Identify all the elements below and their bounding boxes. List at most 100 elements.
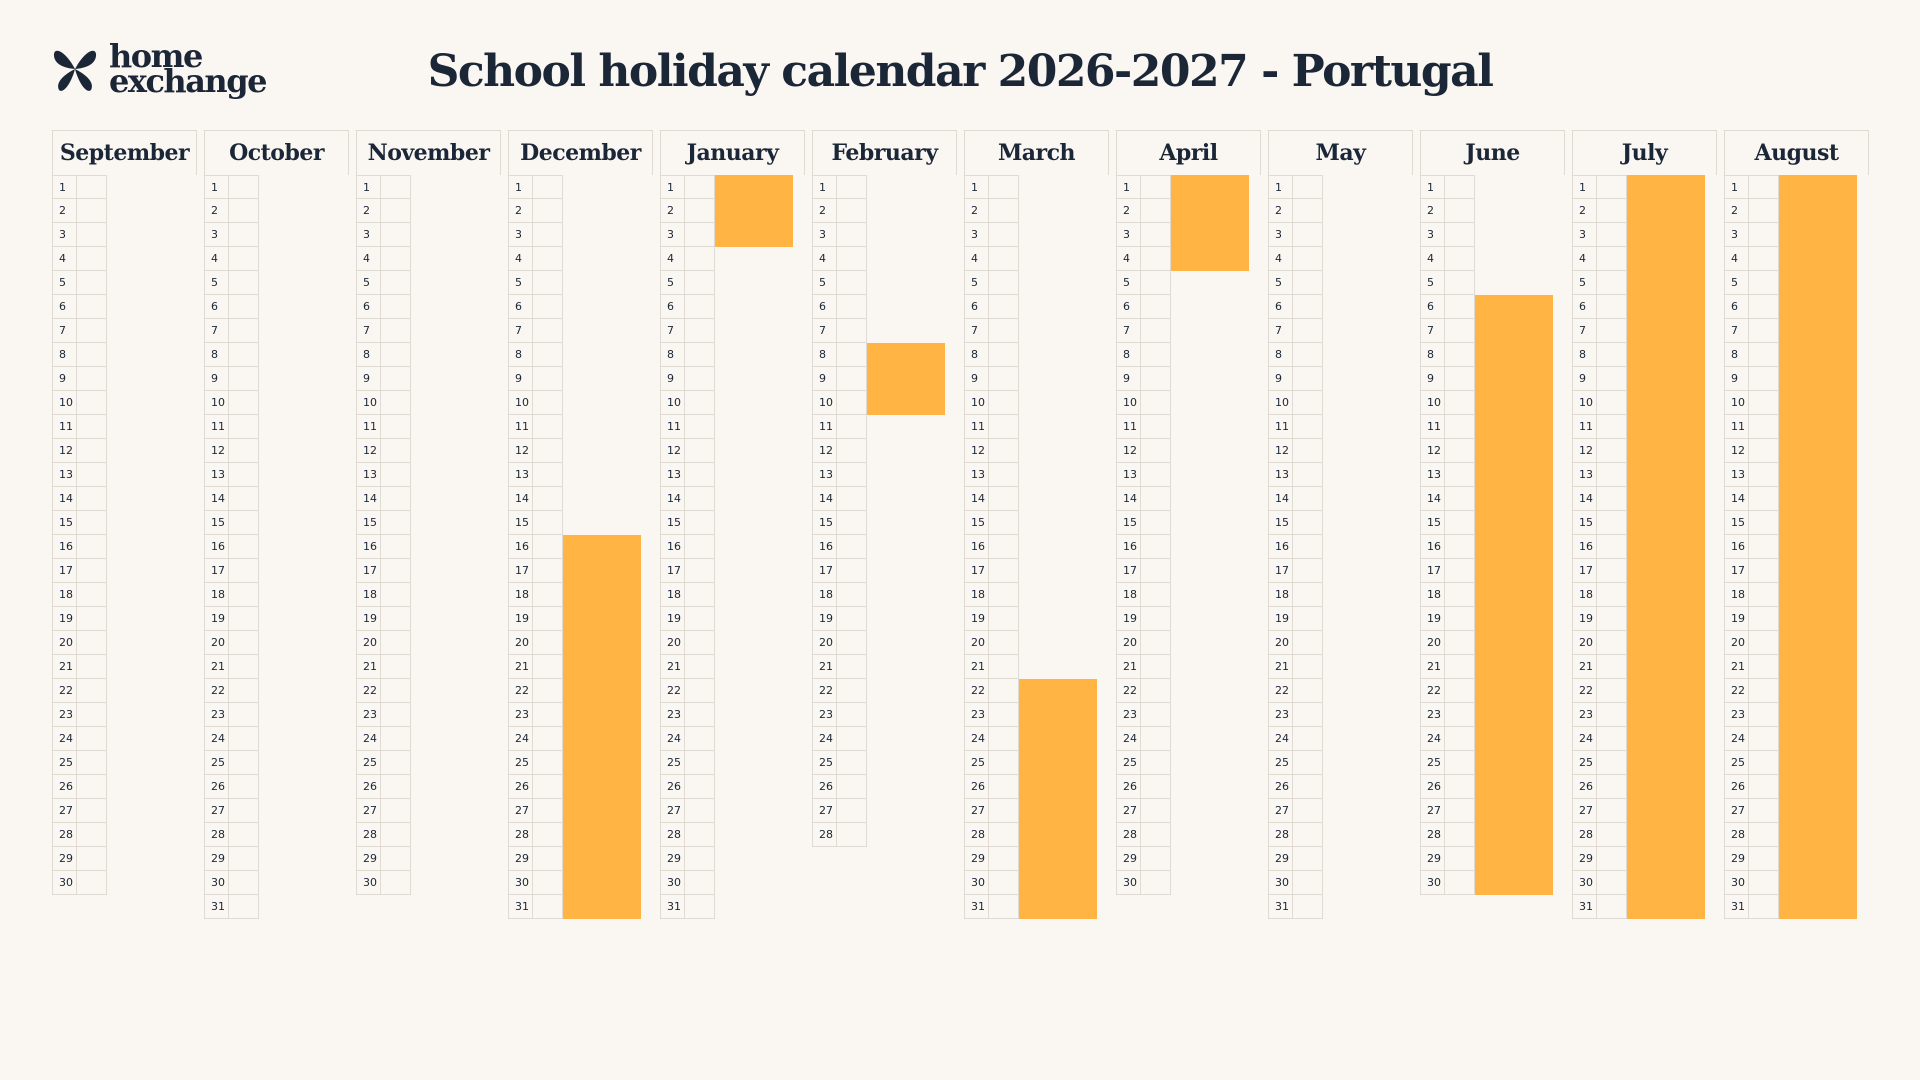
- day-number: 2: [1421, 199, 1445, 222]
- day-number: 8: [53, 343, 77, 366]
- day-number: 3: [509, 223, 533, 246]
- day-number: 15: [53, 511, 77, 534]
- day-row: 7: [1724, 319, 1779, 343]
- day-row: 3: [1116, 223, 1171, 247]
- day-row: 17: [52, 559, 107, 583]
- day-number: 2: [53, 199, 77, 222]
- holiday-period: [563, 535, 641, 919]
- month-header: November: [356, 130, 501, 175]
- day-row: 24: [1268, 727, 1323, 751]
- day-row: 9: [660, 367, 715, 391]
- day-row: 21: [1268, 655, 1323, 679]
- day-row: 22: [1572, 679, 1627, 703]
- day-row: 7: [812, 319, 867, 343]
- day-number: 14: [1725, 487, 1749, 510]
- day-row: 3: [356, 223, 411, 247]
- day-row: 3: [52, 223, 107, 247]
- day-row: 30: [1572, 871, 1627, 895]
- day-number: 20: [205, 631, 229, 654]
- day-row: 27: [356, 799, 411, 823]
- day-number: 13: [813, 463, 837, 486]
- day-row: 30: [1420, 871, 1475, 895]
- day-row: 25: [1268, 751, 1323, 775]
- day-number: 4: [965, 247, 989, 270]
- day-number: 4: [813, 247, 837, 270]
- day-row: 1: [52, 175, 107, 199]
- day-number: 3: [357, 223, 381, 246]
- day-row: 31: [660, 895, 715, 919]
- day-row: 28: [1420, 823, 1475, 847]
- day-row: 21: [964, 655, 1019, 679]
- day-number: 18: [1573, 583, 1597, 606]
- day-number: 27: [1725, 799, 1749, 822]
- day-number: 3: [53, 223, 77, 246]
- day-row: 28: [508, 823, 563, 847]
- day-number: 17: [661, 559, 685, 582]
- day-row: 5: [204, 271, 259, 295]
- day-number: 11: [205, 415, 229, 438]
- day-number: 25: [1573, 751, 1597, 774]
- day-row: 18: [1420, 583, 1475, 607]
- day-number: 3: [813, 223, 837, 246]
- day-row: 18: [204, 583, 259, 607]
- day-number: 17: [1421, 559, 1445, 582]
- day-number: 30: [509, 871, 533, 894]
- day-row: 22: [1420, 679, 1475, 703]
- day-number: 27: [357, 799, 381, 822]
- day-row: 4: [660, 247, 715, 271]
- day-number: 25: [661, 751, 685, 774]
- day-row: 28: [1724, 823, 1779, 847]
- day-number: 22: [205, 679, 229, 702]
- day-number: 19: [205, 607, 229, 630]
- day-number: 27: [53, 799, 77, 822]
- day-row: 16: [1116, 535, 1171, 559]
- day-row: 9: [812, 367, 867, 391]
- day-row: 29: [508, 847, 563, 871]
- day-number: 3: [965, 223, 989, 246]
- day-number: 15: [813, 511, 837, 534]
- day-number: 28: [1725, 823, 1749, 846]
- day-row: 12: [1724, 439, 1779, 463]
- day-number: 7: [357, 319, 381, 342]
- day-row: 25: [1420, 751, 1475, 775]
- day-row: 30: [508, 871, 563, 895]
- day-number: 16: [1573, 535, 1597, 558]
- day-row: 3: [964, 223, 1019, 247]
- day-row: 21: [1572, 655, 1627, 679]
- day-number: 29: [357, 847, 381, 870]
- day-number: 4: [1269, 247, 1293, 270]
- day-row: 16: [1268, 535, 1323, 559]
- day-row: 19: [1116, 607, 1171, 631]
- day-row: 21: [660, 655, 715, 679]
- day-number: 4: [1117, 247, 1141, 270]
- day-row: 8: [52, 343, 107, 367]
- day-row: 4: [1116, 247, 1171, 271]
- day-row: 24: [660, 727, 715, 751]
- day-number: 23: [1269, 703, 1293, 726]
- day-number: 29: [205, 847, 229, 870]
- day-row: 10: [204, 391, 259, 415]
- day-number: 13: [53, 463, 77, 486]
- logo-line-2: exchange: [109, 62, 267, 100]
- day-number: 18: [965, 583, 989, 606]
- day-row: 17: [204, 559, 259, 583]
- day-number: 1: [205, 176, 229, 199]
- day-number: 24: [1421, 727, 1445, 750]
- day-row: 27: [1268, 799, 1323, 823]
- day-number: 10: [205, 391, 229, 414]
- day-row: 19: [52, 607, 107, 631]
- day-number: 17: [205, 559, 229, 582]
- day-row: 15: [204, 511, 259, 535]
- day-number: 26: [661, 775, 685, 798]
- holiday-period: [1627, 175, 1705, 919]
- day-row: 14: [1572, 487, 1627, 511]
- day-number: 4: [53, 247, 77, 270]
- day-row: 23: [964, 703, 1019, 727]
- day-number: 8: [1421, 343, 1445, 366]
- day-row: 10: [52, 391, 107, 415]
- day-number: 12: [965, 439, 989, 462]
- day-number: 19: [813, 607, 837, 630]
- day-row: 12: [356, 439, 411, 463]
- day-number: 15: [1573, 511, 1597, 534]
- day-number: 1: [1573, 176, 1597, 199]
